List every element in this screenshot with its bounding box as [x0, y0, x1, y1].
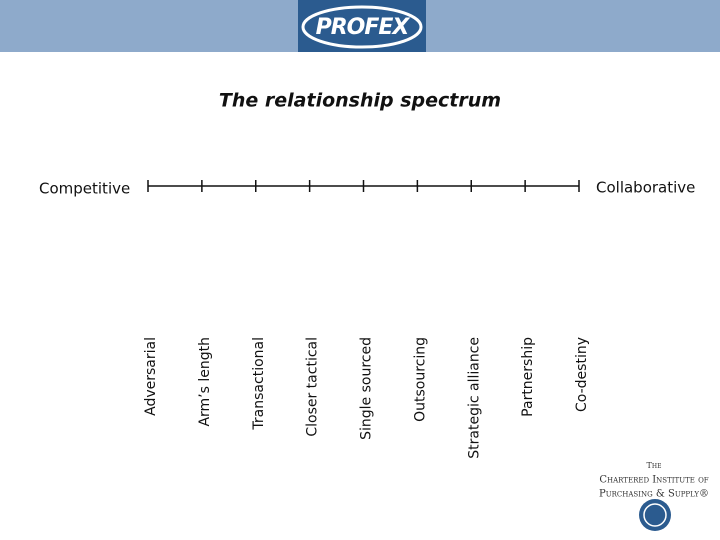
footer-line: Purchasing & Supply® — [599, 489, 709, 500]
logo-box — [298, 0, 426, 52]
footer-lines: The Chartered Institute of Purchasing & Su… — [599, 461, 709, 500]
right-label: Collaborative — [596, 179, 695, 197]
institute-emblem-ring — [643, 503, 667, 527]
spectrum-point-label: Arm’s length — [197, 337, 213, 427]
spectrum-point-label: Adversarial — [143, 337, 159, 416]
footer-line: Chartered Institute of — [599, 475, 708, 486]
spectrum-point-label: Transactional — [251, 337, 267, 431]
spectrum-point-label: Closer tactical — [305, 337, 321, 437]
left-label: Competitive — [39, 180, 130, 198]
spectrum-point-label: Outsourcing — [412, 337, 428, 422]
spectrum-point-label: Partnership — [520, 337, 536, 417]
spectrum-point-label: Strategic alliance — [466, 337, 482, 459]
spectrum-point-label: Co-destiny — [574, 337, 590, 412]
logo-text: PROFEX — [316, 15, 411, 40]
slide-title: The relationship spectrum — [219, 90, 501, 112]
footer-line: The — [647, 461, 662, 470]
spectrum-point-label: Single sourced — [359, 337, 375, 440]
logo-ring — [301, 5, 423, 49]
